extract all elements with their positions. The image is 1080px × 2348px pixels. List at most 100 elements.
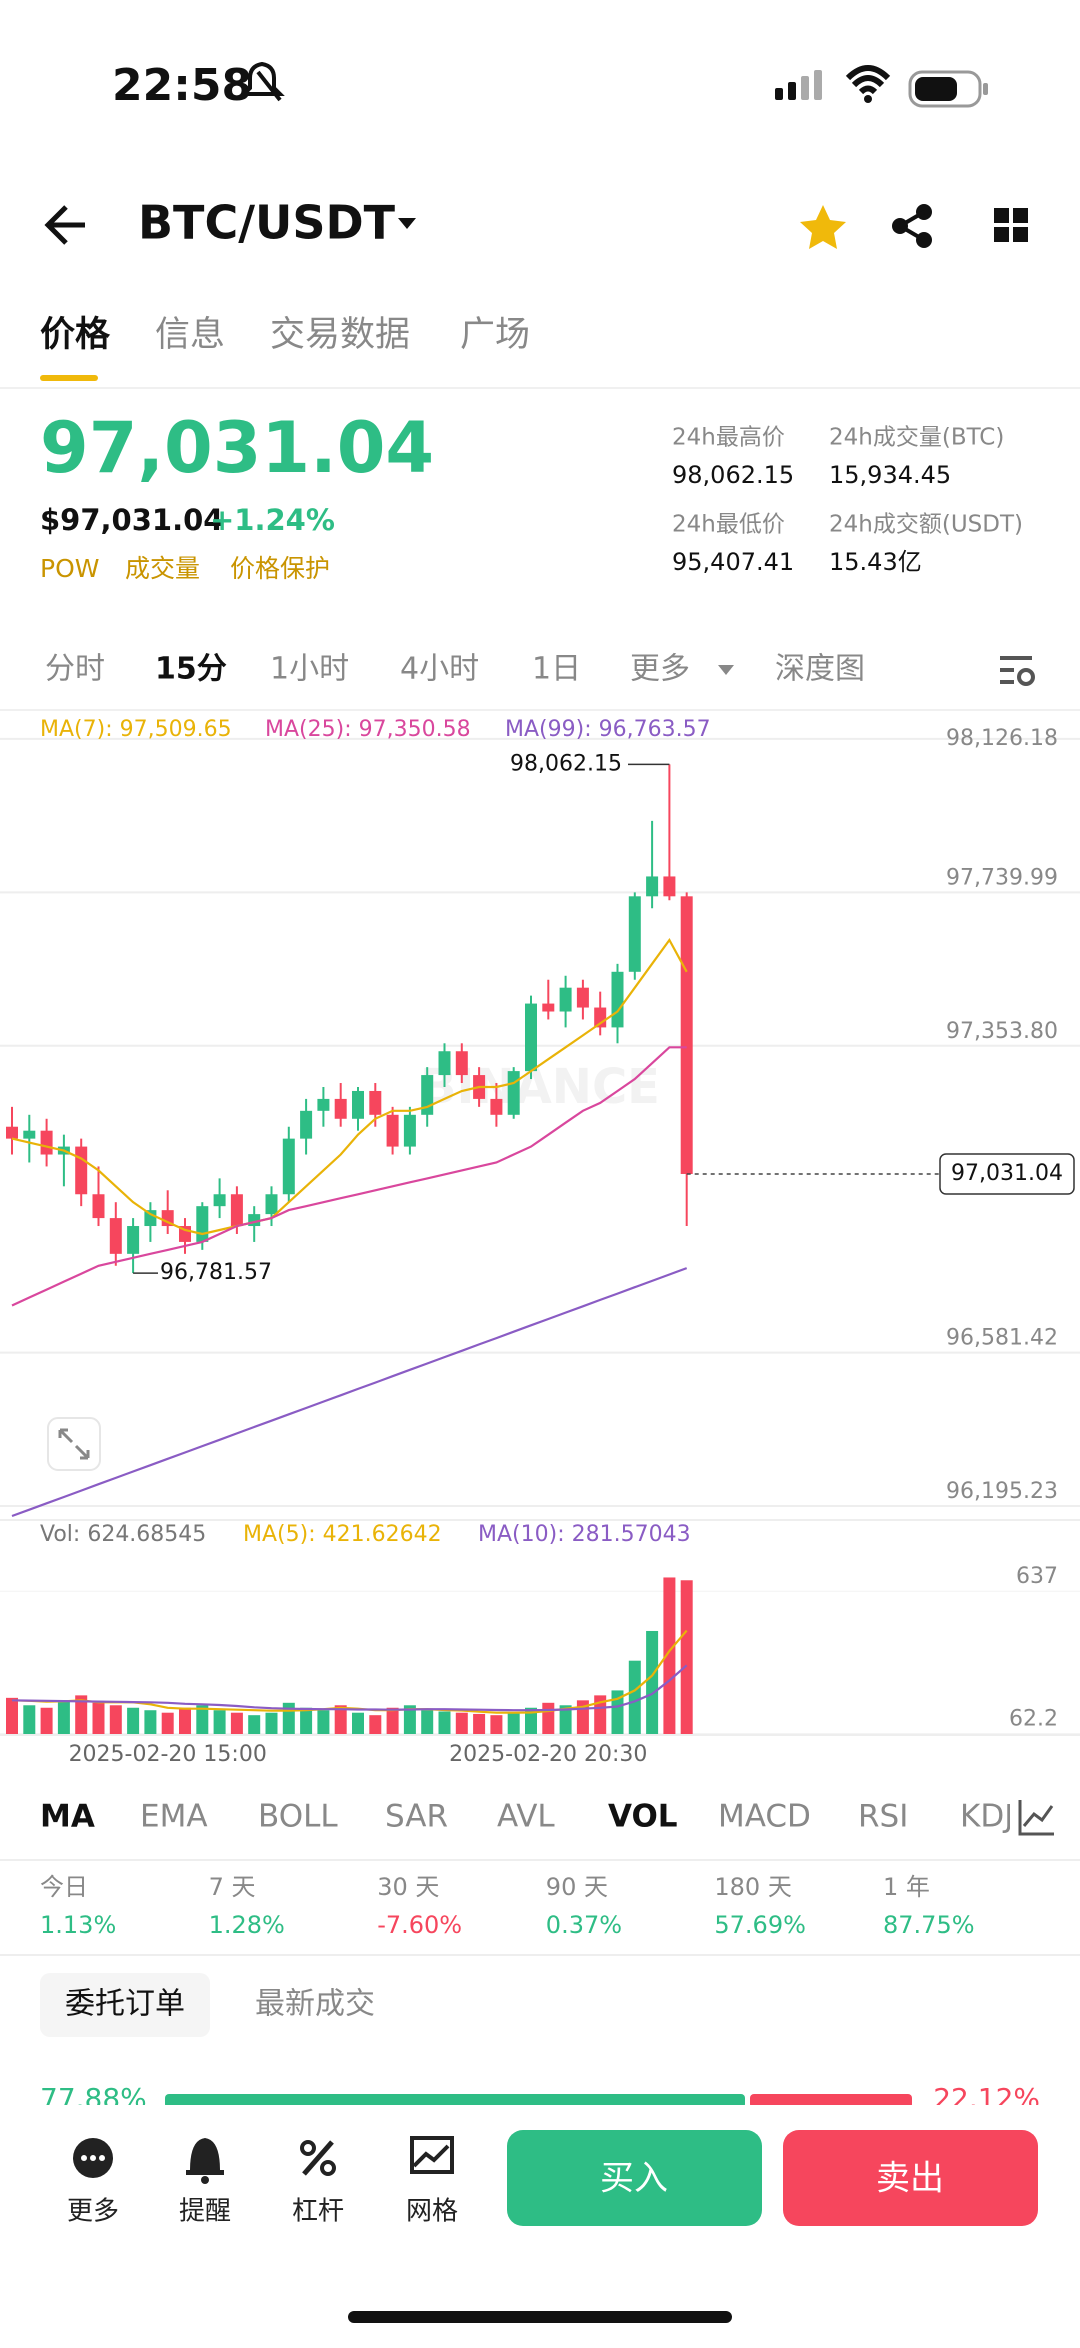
last-price-box xyxy=(939,1153,1075,1195)
last-price: 97,031.04 xyxy=(40,407,434,489)
stat-value: 15,934.45 xyxy=(829,461,951,489)
interval-tab[interactable]: 1日 xyxy=(532,652,581,687)
indicator-tab[interactable]: MACD xyxy=(718,1799,811,1835)
ticker-tag[interactable]: 价格保护 xyxy=(230,554,330,583)
bottom-icons xyxy=(73,2136,454,2184)
ticker-tag[interactable]: 成交量 xyxy=(125,554,200,583)
candle-body xyxy=(300,1110,313,1139)
ticker-tag[interactable]: POW xyxy=(40,554,99,583)
indicator-tab[interactable]: MA xyxy=(40,1799,95,1835)
stat-label: 24h成交额(USDT) xyxy=(829,512,1023,538)
indicator-tab[interactable]: VOL xyxy=(608,1799,678,1835)
tab[interactable]: 广场 xyxy=(460,315,530,355)
period-label: 180 天 xyxy=(714,1873,791,1901)
volume-bar xyxy=(40,1707,53,1735)
pair-dropdown[interactable] xyxy=(398,218,416,229)
bottom-item[interactable]: 更多 xyxy=(67,2197,119,2227)
buy-label[interactable]: 买入 xyxy=(600,2159,668,2199)
indicator-tab[interactable]: KDJ xyxy=(960,1799,1013,1835)
bottom-item[interactable]: 杠杆 xyxy=(292,2197,344,2227)
favorite-star[interactable] xyxy=(800,205,846,249)
candle-body xyxy=(23,1130,36,1139)
expand-button[interactable] xyxy=(47,1417,101,1471)
candle-body xyxy=(611,971,624,1028)
buy-depth-bar xyxy=(165,2094,745,2105)
indicator-tab[interactable]: RSI xyxy=(858,1799,908,1835)
sell-button[interactable] xyxy=(783,2130,1038,2226)
pair-title[interactable]: BTC/USDT xyxy=(138,196,396,250)
indicator-row: MA EMA BOLL SAR AVL VOL MACD RSI KDJ xyxy=(40,1799,1013,1835)
indicator-tab[interactable]: EMA xyxy=(140,1799,208,1835)
period-value: -7.60% xyxy=(377,1911,462,1939)
chart-settings[interactable] xyxy=(1000,656,1035,686)
volume-bar xyxy=(628,1660,641,1735)
y-tick-label: 97,353.80 xyxy=(946,1019,1058,1044)
indicator-tab[interactable]: SAR xyxy=(385,1799,448,1835)
interval-tab[interactable]: 15分 xyxy=(155,652,227,687)
y-tick-label: 62.2 xyxy=(1009,1707,1058,1732)
y-tick-label: 97,739.99 xyxy=(946,865,1058,890)
indicator-settings[interactable] xyxy=(1018,1800,1054,1836)
volume-bar xyxy=(144,1710,157,1735)
x-tick-label: 2025-02-20 15:00 xyxy=(69,1742,267,1767)
period-value: 1.13% xyxy=(40,1911,116,1939)
candle-body xyxy=(628,896,641,972)
sell-depth-bar xyxy=(750,2094,912,2105)
indicator-tab[interactable]: BOLL xyxy=(258,1799,338,1835)
buy-ratio: 77.88% xyxy=(40,2082,147,2115)
volume-ma-legend: MA(10): 281.57043 xyxy=(478,1522,691,1547)
candle-body xyxy=(507,1071,520,1115)
period-label: 今日 xyxy=(40,1873,88,1901)
candle-body xyxy=(248,1214,261,1227)
volume-bar xyxy=(92,1702,105,1735)
bottom-item[interactable]: 网格 xyxy=(406,2197,458,2227)
sell-label[interactable]: 卖出 xyxy=(876,2159,944,2199)
clock: 22:58 xyxy=(112,60,252,111)
volume-bar xyxy=(594,1695,607,1735)
back-button[interactable] xyxy=(44,205,85,245)
bottom-item[interactable]: 提醒 xyxy=(179,2197,231,2227)
volume-bar xyxy=(161,1712,174,1735)
order-tab[interactable]: 最新成交 xyxy=(255,1987,375,2022)
status-icons xyxy=(239,61,988,108)
candle-body xyxy=(144,1210,157,1227)
candle-body xyxy=(576,987,589,1008)
period-label: 30 天 xyxy=(377,1873,439,1901)
tab[interactable]: 交易数据 xyxy=(270,315,410,355)
interval-tab[interactable]: 深度图 xyxy=(775,652,865,687)
tab[interactable]: 价格 xyxy=(40,315,111,355)
ma-line xyxy=(11,937,688,1236)
candle-body xyxy=(369,1090,382,1115)
indicator-tab[interactable]: AVL xyxy=(497,1799,555,1835)
interval-tab[interactable]: 4小时 xyxy=(400,652,479,687)
more-dropdown[interactable] xyxy=(718,665,734,675)
grid-menu[interactable] xyxy=(994,208,1028,242)
order-tab-active[interactable] xyxy=(40,1973,210,2037)
candle-body xyxy=(6,1126,18,1139)
candle-body xyxy=(127,1226,140,1254)
volume-bar xyxy=(438,1711,451,1735)
order-tab[interactable]: 委托订单 xyxy=(65,1987,185,2022)
interval-tab[interactable]: 更多 xyxy=(630,652,690,687)
candle-body xyxy=(646,876,659,897)
price-change: +1.24% xyxy=(210,503,335,537)
interval-tab[interactable]: 分时 xyxy=(45,652,105,687)
stat-label: 24h最低价 xyxy=(672,512,785,538)
volume-legend: Vol: 624.68545 xyxy=(40,1522,206,1547)
ma-line xyxy=(11,1267,688,1518)
last-price-label: 97,031.04 xyxy=(951,1161,1063,1186)
interval-tab[interactable]: 1小时 xyxy=(270,652,349,687)
stat-label: 24h最高价 xyxy=(672,425,785,451)
share-button[interactable] xyxy=(892,204,932,248)
period-value: 0.37% xyxy=(546,1911,622,1939)
candle-body xyxy=(663,876,676,897)
volume-bar xyxy=(403,1705,416,1735)
candle-body xyxy=(109,1218,122,1254)
buy-button[interactable] xyxy=(507,2130,762,2226)
usd-price: $97,031.04 xyxy=(40,503,223,537)
stat-value: 15.43亿 xyxy=(829,548,922,576)
tab[interactable]: 信息 xyxy=(155,315,225,355)
volume-bar xyxy=(300,1707,313,1735)
volume-ma-line xyxy=(11,1664,688,1712)
